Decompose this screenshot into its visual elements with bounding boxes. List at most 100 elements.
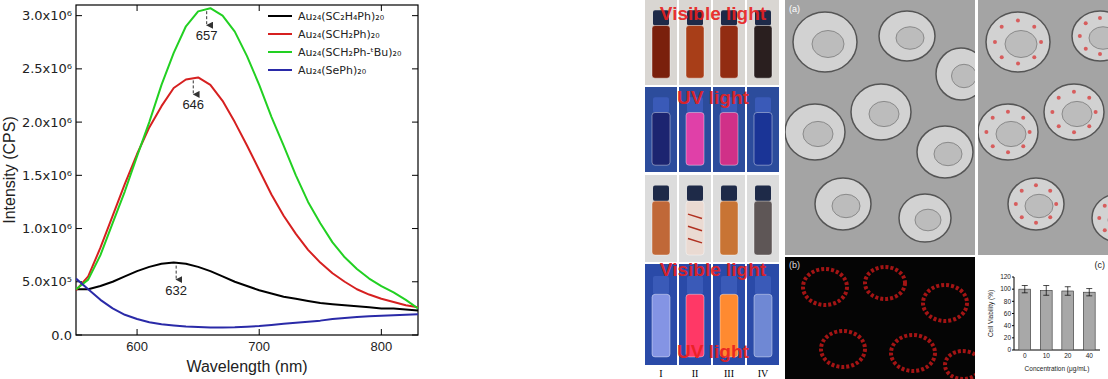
x-tick-label: 700 <box>248 339 270 354</box>
y-tick-label: 1.0x10⁶ <box>22 221 72 236</box>
vial-label: I <box>659 368 662 379</box>
x-tick <box>259 329 260 335</box>
error-bar <box>1022 286 1028 293</box>
red-signal <box>1072 90 1076 94</box>
y-tick <box>1012 325 1014 326</box>
cell-nucleus <box>896 27 924 50</box>
peak-label: 657 <box>196 28 218 43</box>
legend-label: Au₂₄(SCH₂Ph-ᵗBu)₂₀ <box>298 46 402 59</box>
fluorescent-cell <box>945 351 975 379</box>
vial-cap <box>755 97 771 112</box>
vial-body <box>720 201 738 255</box>
red-signal <box>1014 202 1018 206</box>
vial-label: III <box>724 368 734 379</box>
y-tick-label: 2.0x10⁶ <box>22 115 72 130</box>
cell <box>899 194 951 242</box>
red-signal <box>1016 18 1020 22</box>
bar <box>1083 292 1095 350</box>
error-bar-cap <box>1086 295 1092 296</box>
red-signal <box>1021 144 1025 148</box>
fluorescence-panel <box>785 257 975 379</box>
red-signal <box>1097 216 1101 220</box>
error-bar-cap <box>1086 288 1092 289</box>
vial-cap <box>755 185 771 201</box>
vial-body <box>754 26 772 79</box>
fluorescent-cell <box>865 267 905 299</box>
red-signal <box>1103 204 1107 208</box>
y-tick <box>1012 313 1014 314</box>
legend-label: Au₂₄(SePh)₂₀ <box>298 64 367 77</box>
vial-body <box>686 113 704 166</box>
x-axis-title: Wavelength (nm) <box>186 358 307 375</box>
error-bar-cap <box>1022 285 1028 286</box>
peak-label: 646 <box>182 97 204 112</box>
error-bar <box>1043 286 1049 296</box>
y-tick-label: 120 <box>1000 273 1011 280</box>
y-tick-right <box>412 15 418 16</box>
red-signal <box>1032 25 1036 29</box>
micrograph-panel <box>785 0 975 255</box>
light-condition-label: Visible light <box>660 259 767 280</box>
y-tick-right <box>412 228 418 229</box>
cell <box>1044 84 1104 140</box>
vial-cap <box>687 185 703 201</box>
error-bar <box>1065 287 1071 296</box>
cell <box>978 104 1038 160</box>
legend: Au₂₄(SC₂H₄Ph)₂₀Au₂₄(SCH₂Ph)₂₀Au₂₄(SCH₂Ph… <box>268 10 402 77</box>
y-tick-label: 100 <box>1000 285 1011 292</box>
peak-arrow <box>206 11 207 25</box>
photo-background <box>645 175 677 262</box>
red-signal <box>1020 215 1024 219</box>
chart-background <box>978 257 1108 379</box>
red-signal <box>1098 52 1102 56</box>
cell <box>793 12 857 72</box>
fluorescent-cell <box>803 269 847 305</box>
red-signal <box>1016 62 1020 66</box>
cell <box>785 104 845 160</box>
y-tick-right <box>412 281 418 282</box>
spectrum-line <box>76 279 418 328</box>
cell <box>815 178 871 230</box>
cell <box>851 84 911 140</box>
error-bar-stem <box>1089 289 1090 296</box>
cell-nucleus <box>812 31 844 58</box>
peak-arrow <box>176 266 177 280</box>
red-signal <box>1050 110 1054 114</box>
legend-label: Au₂₄(SCH₂Ph)₂₀ <box>298 28 380 41</box>
vial-label: II <box>692 368 699 379</box>
error-bar-cap <box>1043 295 1049 296</box>
cell <box>986 12 1050 72</box>
cell-nucleus <box>803 121 833 146</box>
red-signal <box>1048 189 1052 193</box>
vial-streak <box>688 239 702 243</box>
y-tick-label: 0.0 <box>51 328 72 343</box>
light-condition-label: UV light <box>677 341 749 362</box>
bar <box>1019 289 1031 350</box>
red-signal <box>1034 221 1038 225</box>
cell <box>917 126 973 178</box>
micrograph-panel <box>978 0 1108 255</box>
photo-background <box>713 175 745 262</box>
error-bar <box>1086 289 1092 296</box>
bar <box>1040 290 1052 350</box>
vial-photos: Visible lightUV lightVisible lightUV lig… <box>645 0 779 379</box>
vial-cap <box>721 185 737 201</box>
vial-body <box>754 294 772 357</box>
y-tick <box>1012 337 1014 338</box>
light-condition-label: UV light <box>677 87 749 108</box>
vial-cap <box>653 97 669 112</box>
red-signal <box>1032 55 1036 59</box>
vial-body <box>754 113 772 166</box>
red-signal <box>1057 96 1061 100</box>
red-signal <box>1078 34 1082 38</box>
y-tick-right <box>412 122 418 123</box>
y-axis-title: Cell Viability (%) <box>987 290 995 337</box>
cell <box>1092 194 1108 242</box>
cell-nucleus <box>996 121 1026 146</box>
error-bar-stem <box>1046 286 1047 296</box>
red-signal <box>1028 130 1032 134</box>
x-tick-label: 20 <box>1064 352 1072 359</box>
legend-swatch <box>268 69 292 71</box>
y-tick-right <box>412 335 418 336</box>
y-tick-right <box>412 175 418 176</box>
